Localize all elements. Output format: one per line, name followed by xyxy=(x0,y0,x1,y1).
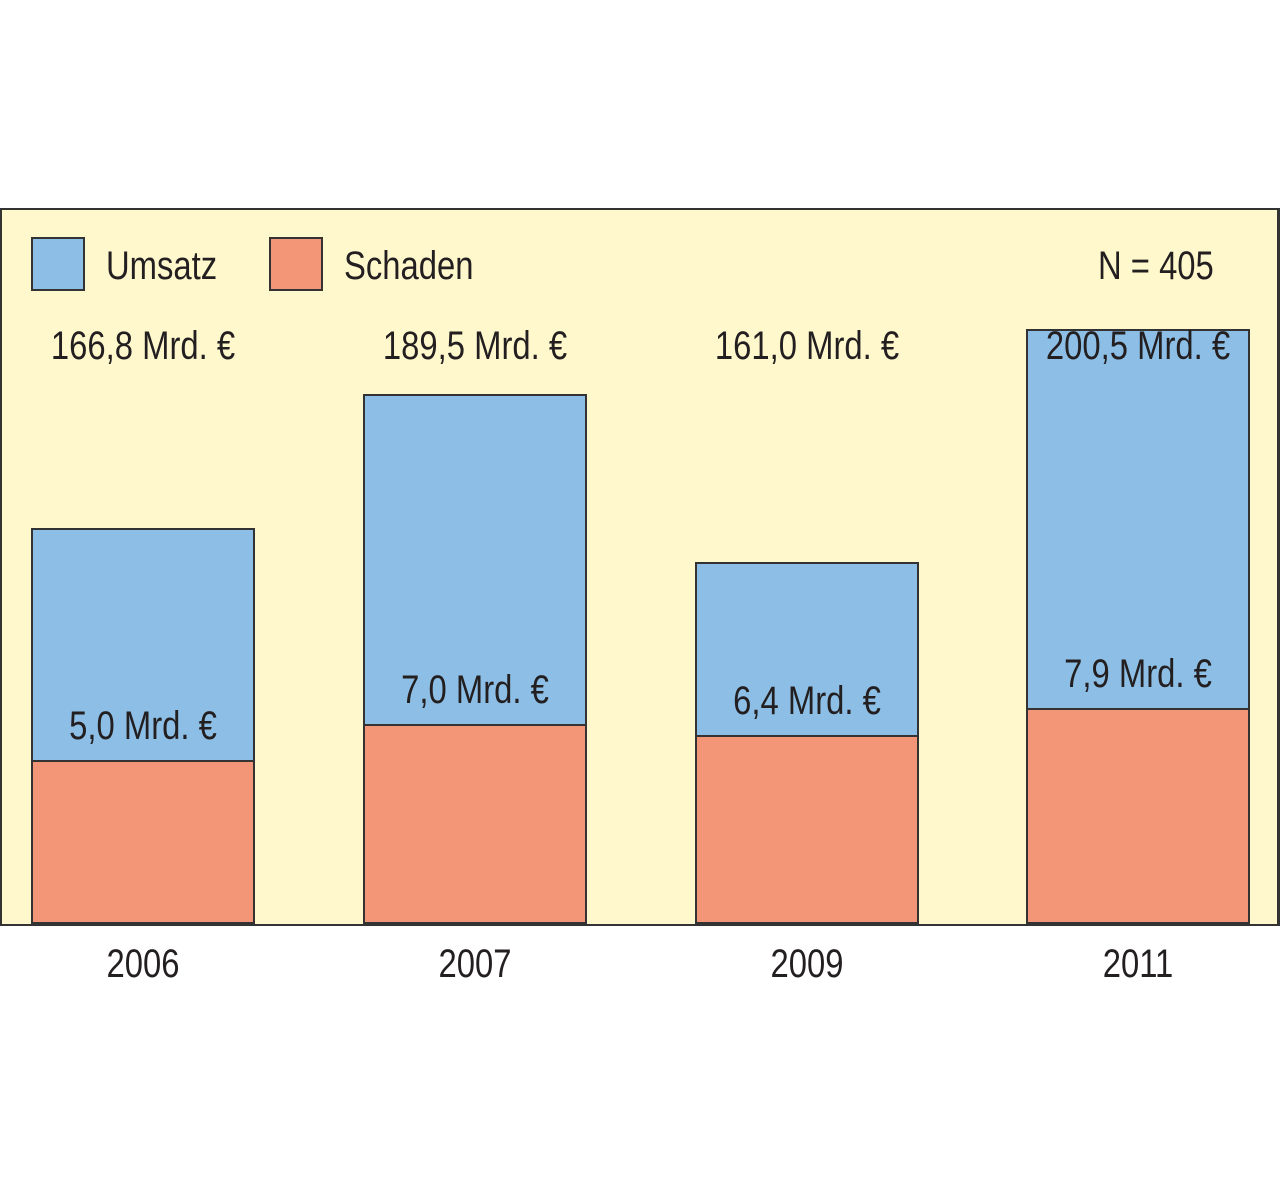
umsatz-value-label: 200,5 Mrd. € xyxy=(1045,324,1231,368)
x-tick-label: 2011 xyxy=(1102,942,1174,986)
bar-schaden-2011 xyxy=(1026,707,1250,924)
sample-size-annotation: N = 405 xyxy=(1098,244,1214,288)
bar-umsatz-2006 xyxy=(31,527,255,762)
schaden-value-label: 6,4 Mrd. € xyxy=(733,678,881,723)
schaden-value-label: 7,0 Mrd. € xyxy=(401,668,549,712)
schaden-value-label: 7,9 Mrd. € xyxy=(1064,651,1212,696)
bar-umsatz-2011 xyxy=(1026,329,1250,710)
bar-schaden-2007 xyxy=(363,724,587,924)
bar-schaden-2009 xyxy=(695,734,919,924)
legend-label-schaden: Schaden xyxy=(344,244,474,288)
x-tick-label: 2007 xyxy=(438,942,512,986)
schaden-value-label: 5,0 Mrd. € xyxy=(69,704,217,748)
legend-label-umsatz: Umsatz xyxy=(106,244,218,288)
legend-swatch-umsatz xyxy=(31,237,85,291)
x-tick-label: 2006 xyxy=(106,942,180,986)
bar-umsatz-2009 xyxy=(695,562,919,737)
legend-swatch-schaden xyxy=(269,237,323,291)
umsatz-value-label: 166,8 Mrd. € xyxy=(50,324,236,368)
bar-schaden-2006 xyxy=(31,760,255,924)
umsatz-value-label: 161,0 Mrd. € xyxy=(714,324,900,368)
umsatz-value-label: 189,5 Mrd. € xyxy=(382,324,568,368)
x-tick-label: 2009 xyxy=(770,942,844,986)
